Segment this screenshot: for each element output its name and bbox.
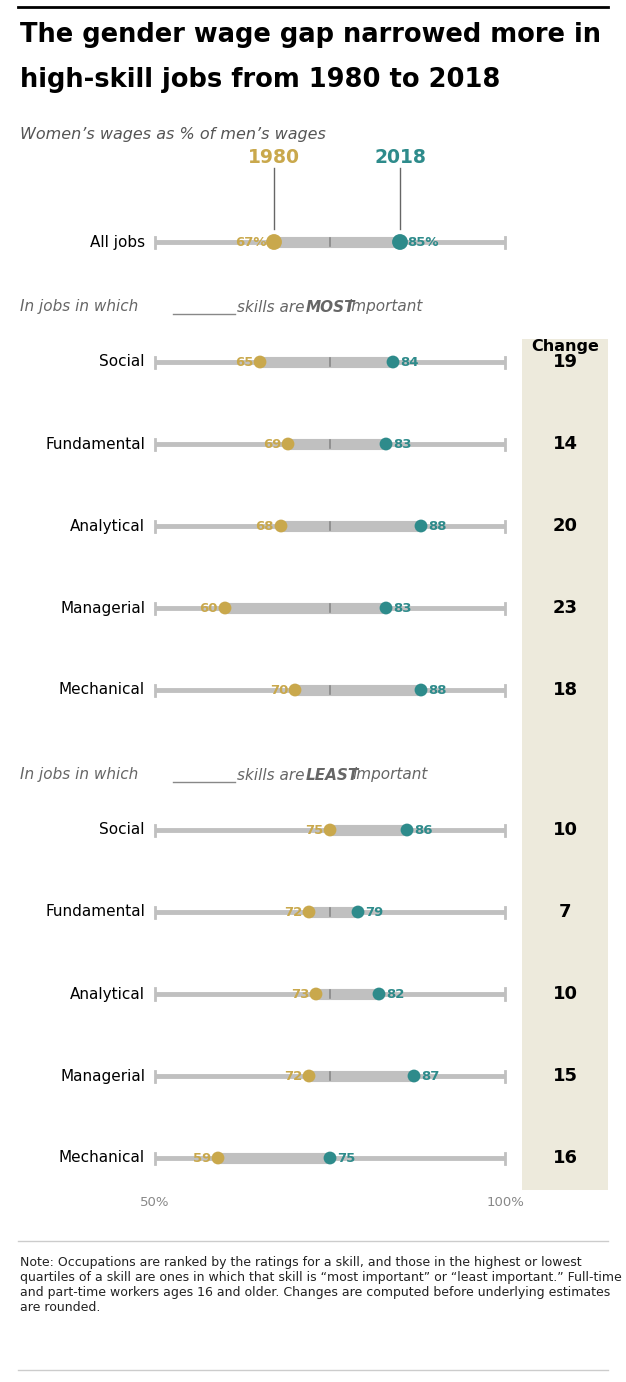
Text: 20: 20 xyxy=(553,517,578,535)
Text: 73: 73 xyxy=(290,988,309,1001)
Text: 83: 83 xyxy=(393,438,411,451)
Text: In jobs in which: In jobs in which xyxy=(20,767,138,782)
Point xyxy=(353,901,363,923)
Text: 88: 88 xyxy=(428,684,446,697)
Text: 84: 84 xyxy=(400,355,419,369)
Text: MOST: MOST xyxy=(306,300,356,315)
Text: 88: 88 xyxy=(428,520,446,532)
Text: 59: 59 xyxy=(193,1151,211,1165)
Point xyxy=(283,433,293,455)
Text: Managerial: Managerial xyxy=(60,1068,145,1083)
Text: 82: 82 xyxy=(386,988,404,1001)
Text: 23: 23 xyxy=(553,598,578,616)
Point xyxy=(402,820,412,842)
Text: 100%: 100% xyxy=(486,1195,524,1209)
Text: 75: 75 xyxy=(337,1151,355,1165)
Text: 75: 75 xyxy=(305,824,323,836)
Text: Mechanical: Mechanical xyxy=(59,683,145,698)
Text: 14: 14 xyxy=(553,435,578,453)
Point xyxy=(325,1147,335,1169)
Text: 70: 70 xyxy=(270,684,288,697)
Text: 7: 7 xyxy=(559,902,572,920)
Point xyxy=(381,433,391,455)
Text: In jobs in which: In jobs in which xyxy=(20,300,138,315)
FancyBboxPatch shape xyxy=(522,339,608,1190)
Text: 65: 65 xyxy=(235,355,253,369)
Text: Analytical: Analytical xyxy=(70,987,145,1002)
Text: 68: 68 xyxy=(255,520,274,532)
Point xyxy=(374,983,384,1005)
Text: Social: Social xyxy=(100,822,145,837)
Point xyxy=(213,1147,223,1169)
Text: 10: 10 xyxy=(553,821,578,839)
Text: 85%: 85% xyxy=(407,235,438,249)
Text: skills are: skills are xyxy=(237,767,304,782)
Text: skills are: skills are xyxy=(237,300,304,315)
Text: 50%: 50% xyxy=(140,1195,170,1209)
Point xyxy=(416,515,426,538)
Point xyxy=(395,231,405,253)
Point xyxy=(304,1066,314,1088)
Text: 15: 15 xyxy=(553,1067,578,1085)
Point xyxy=(388,351,398,373)
Text: Social: Social xyxy=(100,355,145,369)
Text: LEAST: LEAST xyxy=(306,767,359,782)
Text: 18: 18 xyxy=(552,681,578,699)
Text: All jobs: All jobs xyxy=(90,235,145,250)
Text: 60: 60 xyxy=(200,601,218,615)
Text: Change: Change xyxy=(531,339,599,354)
Text: Fundamental: Fundamental xyxy=(45,437,145,452)
Text: Fundamental: Fundamental xyxy=(45,904,145,919)
Text: high-skill jobs from 1980 to 2018: high-skill jobs from 1980 to 2018 xyxy=(20,66,500,93)
Text: Managerial: Managerial xyxy=(60,601,145,615)
Text: Mechanical: Mechanical xyxy=(59,1150,145,1165)
Text: 10: 10 xyxy=(553,985,578,1003)
Text: 67%: 67% xyxy=(235,235,267,249)
Text: 2018: 2018 xyxy=(374,148,426,167)
Text: 1980: 1980 xyxy=(248,148,300,167)
Point xyxy=(311,983,321,1005)
Text: important: important xyxy=(347,300,423,315)
Point xyxy=(290,679,300,701)
Text: 69: 69 xyxy=(263,438,281,451)
Point xyxy=(304,901,314,923)
Point xyxy=(325,820,335,842)
Point xyxy=(276,515,286,538)
Text: The gender wage gap narrowed more in: The gender wage gap narrowed more in xyxy=(20,22,601,48)
Text: Note: Occupations are ranked by the ratings for a skill, and those in the highes: Note: Occupations are ranked by the rati… xyxy=(20,1256,622,1314)
Text: 72: 72 xyxy=(284,905,302,919)
Text: 19: 19 xyxy=(553,352,578,370)
Point xyxy=(220,597,230,619)
Text: 87: 87 xyxy=(421,1070,439,1082)
Text: Women’s wages as % of men’s wages: Women’s wages as % of men’s wages xyxy=(20,127,326,142)
Text: 79: 79 xyxy=(365,905,383,919)
Point xyxy=(381,597,391,619)
Point xyxy=(409,1066,419,1088)
Text: 16: 16 xyxy=(553,1148,578,1166)
Point xyxy=(269,231,279,253)
Text: important: important xyxy=(352,767,428,782)
Text: Analytical: Analytical xyxy=(70,518,145,533)
Point xyxy=(416,679,426,701)
Point xyxy=(255,351,265,373)
Text: 83: 83 xyxy=(393,601,411,615)
Text: 72: 72 xyxy=(284,1070,302,1082)
Text: 86: 86 xyxy=(414,824,433,836)
